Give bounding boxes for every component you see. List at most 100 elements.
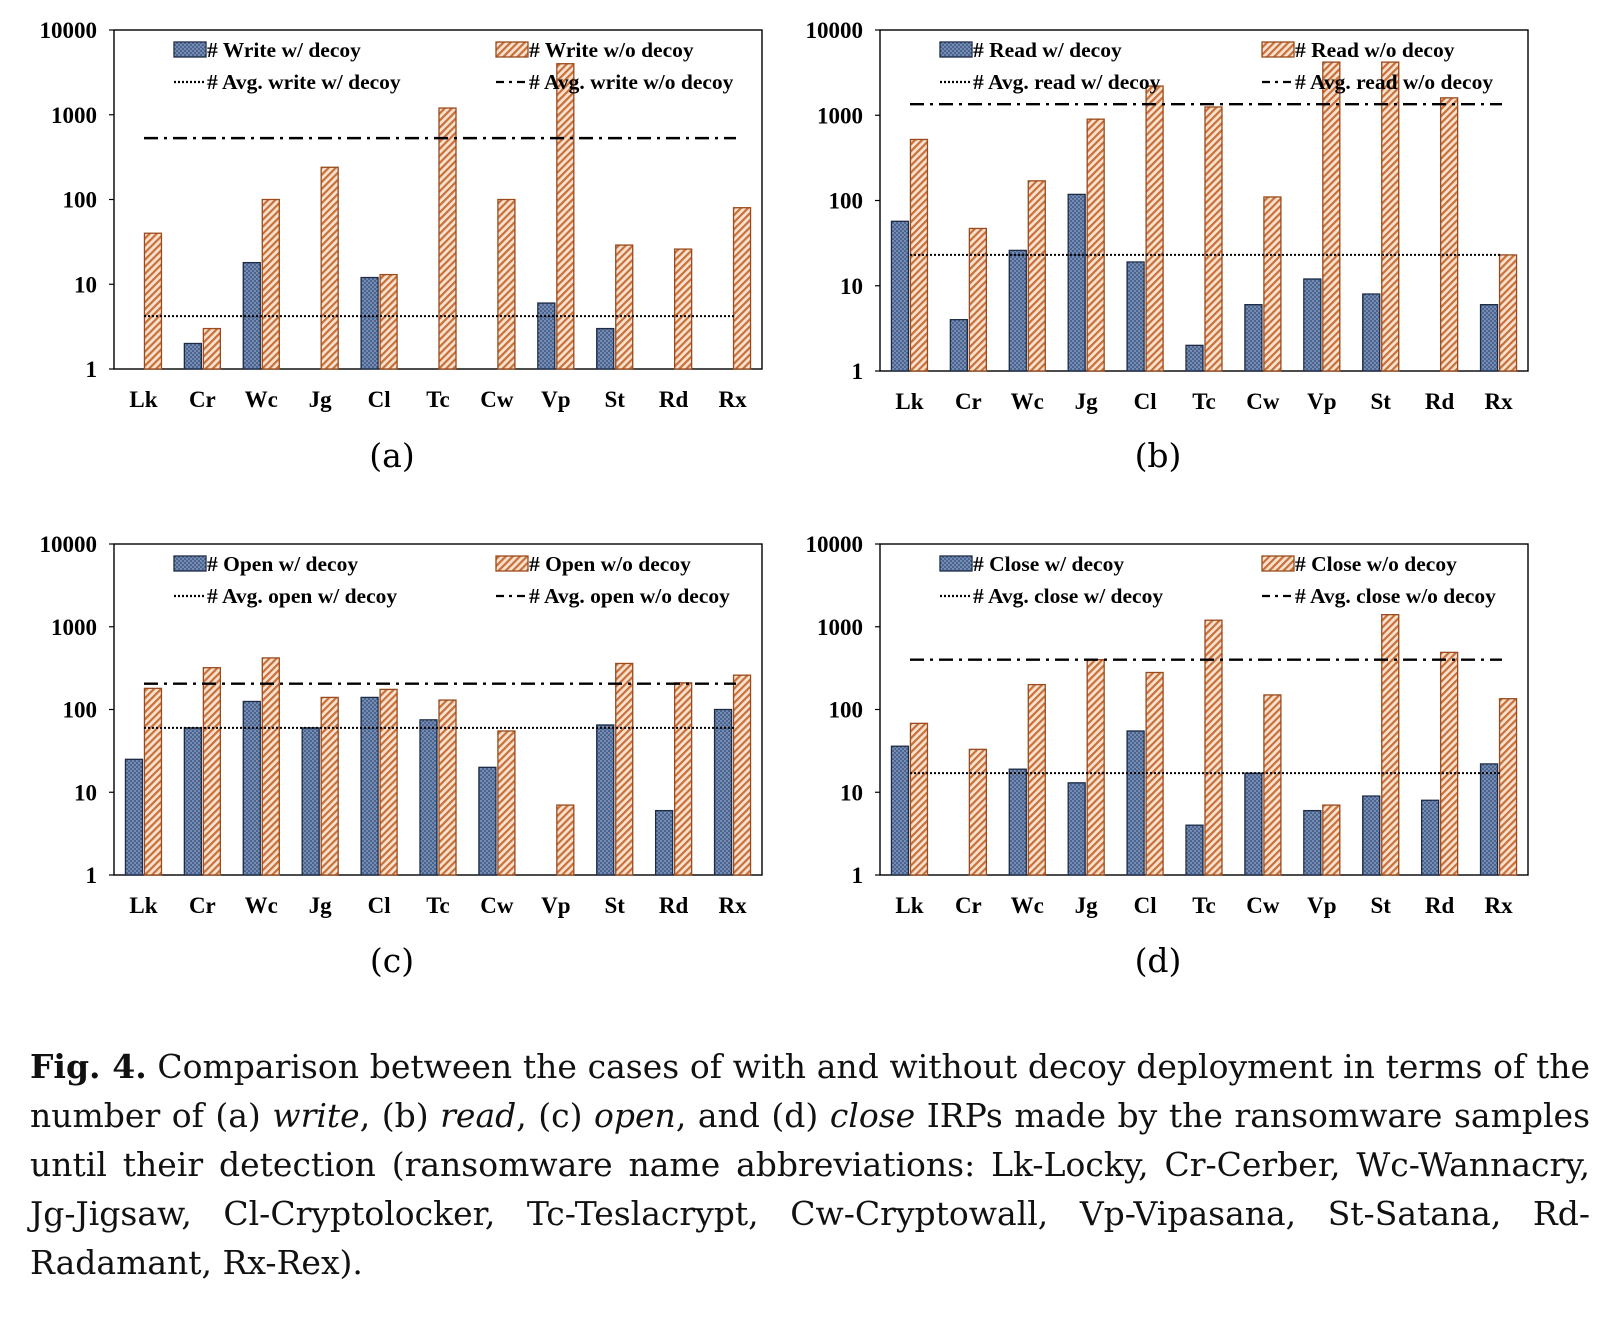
bar-with-decoy	[1008, 768, 1027, 876]
x-tick-label: Cw	[480, 893, 514, 918]
legend-swatch-without-decoy	[1261, 555, 1295, 572]
x-tick-label: Rd	[659, 387, 689, 412]
panel-label: (c)	[370, 941, 414, 980]
legend-entry-label: # Read w/o decoy	[1295, 38, 1455, 62]
bar-without-decoy	[556, 804, 575, 876]
bar-without-decoy	[143, 687, 163, 876]
bar-without-decoy	[497, 198, 516, 370]
x-tick-label: Rx	[718, 387, 747, 412]
x-tick-label: St	[1371, 893, 1392, 918]
caption-italic-term: close	[829, 1096, 916, 1135]
x-tick-label: Cr	[955, 389, 982, 414]
x-tick-label: Lk	[895, 389, 923, 414]
bar-without-decoy	[1381, 61, 1400, 372]
legend-swatch-with-decoy	[939, 41, 973, 58]
chart-panel: 1 10 100 1000 10000 Lk Cr Wc Jg Cl Tc Cw Vp St Rd Rx # W…	[40, 18, 763, 475]
bar-with-decoy	[1008, 249, 1027, 372]
bar-without-decoy	[1145, 85, 1164, 372]
bar-with-decoy	[419, 719, 438, 876]
bar-without-decoy	[1498, 698, 1518, 876]
y-tick-label: 1	[86, 863, 98, 888]
legend-entry-label: # Open w/o decoy	[529, 552, 691, 576]
bar-with-decoy	[1126, 261, 1145, 372]
bar-without-decoy	[320, 696, 339, 876]
caption-italic-term: read	[440, 1096, 517, 1135]
x-tick-label: Cl	[368, 387, 391, 412]
bar-without-decoy	[1263, 694, 1282, 876]
caption-text-run: , (c)	[516, 1096, 595, 1135]
bar-with-decoy	[183, 342, 203, 370]
x-tick-label: Cw	[1246, 389, 1280, 414]
caption-italic-term: open	[594, 1096, 676, 1135]
y-tick-label: 100	[63, 188, 98, 213]
legend-swatch-without-decoy	[1261, 41, 1295, 58]
panel-label: (a)	[369, 436, 414, 475]
bar-with-decoy	[1126, 730, 1145, 876]
legend-swatch-with-decoy	[173, 41, 207, 58]
x-tick-label: Rx	[1484, 389, 1513, 414]
x-tick-label: Wc	[245, 893, 278, 918]
figure-caption: Fig. 4. Comparison between the cases of …	[30, 1042, 1590, 1287]
bar-with-decoy	[1362, 293, 1381, 372]
bar-with-decoy	[360, 276, 379, 370]
bar-without-decoy	[909, 722, 929, 876]
y-tick-label: 10000	[806, 18, 864, 43]
bar-without-decoy	[261, 198, 280, 370]
legend-entry-label: # Read w/ decoy	[973, 38, 1122, 62]
x-tick-label: Vp	[541, 893, 570, 918]
bar-without-decoy	[1381, 614, 1400, 876]
bar-without-decoy	[615, 662, 634, 876]
bar-without-decoy	[1263, 196, 1282, 372]
y-tick-label: 1	[86, 357, 98, 382]
bar-without-decoy	[1027, 180, 1046, 372]
y-tick-label: 10	[840, 274, 863, 299]
bar-with-decoy	[596, 327, 615, 370]
x-tick-label: Rx	[718, 893, 747, 918]
x-tick-label: St	[1371, 389, 1392, 414]
x-tick-label: Cr	[189, 893, 216, 918]
bar-with-decoy	[713, 708, 733, 876]
panel-label: (b)	[1135, 436, 1182, 475]
bar-without-decoy	[968, 748, 988, 876]
bar-without-decoy	[1322, 804, 1341, 876]
legend-entry-label: # Avg. open w/o decoy	[529, 584, 730, 608]
caption-label: Fig. 4.	[30, 1047, 147, 1086]
x-tick-label: Cl	[1134, 893, 1157, 918]
bar-with-decoy	[1244, 304, 1263, 372]
legend-entry-label: # Avg. read w/ decoy	[973, 70, 1161, 94]
x-tick-label: Jg	[309, 893, 333, 918]
x-tick-label: Vp	[1307, 893, 1336, 918]
bar-with-decoy	[537, 302, 556, 370]
y-tick-label: 100	[829, 698, 864, 723]
bar-without-decoy	[1498, 254, 1518, 372]
bar-with-decoy	[1185, 824, 1204, 876]
bar-without-decoy	[732, 207, 752, 370]
legend-entry-label: # Write w/ decoy	[207, 38, 361, 62]
x-tick-label: Cw	[1246, 893, 1280, 918]
x-tick-label: Jg	[1075, 389, 1099, 414]
chart-panel: 1 10 100 1000 10000 Lk Cr Wc Jg Cl Tc Cw Vp St Rd Rx # C…	[806, 532, 1529, 980]
x-tick-label: Lk	[129, 387, 157, 412]
bar-without-decoy	[320, 166, 339, 370]
y-tick-label: 10	[74, 272, 97, 297]
x-tick-label: Vp	[541, 387, 570, 412]
bar-without-decoy	[1439, 651, 1459, 876]
x-tick-label: Jg	[309, 387, 333, 412]
bar-without-decoy	[261, 657, 280, 876]
x-tick-label: Rd	[1425, 893, 1455, 918]
bar-without-decoy	[1086, 118, 1105, 372]
bar-without-decoy	[143, 232, 163, 370]
legend-entry-label: # Avg. write w/o decoy	[529, 70, 734, 94]
bar-with-decoy	[360, 696, 379, 876]
x-tick-label: Wc	[245, 387, 278, 412]
bar-with-decoy	[1479, 304, 1499, 372]
x-tick-label: Cw	[480, 387, 514, 412]
bar-without-decoy	[497, 730, 516, 876]
bar-without-decoy	[438, 699, 457, 876]
y-tick-label: 1000	[817, 615, 863, 640]
legend-entry-label: # Avg. close w/ decoy	[973, 584, 1163, 608]
x-tick-label: St	[605, 387, 626, 412]
bar-with-decoy	[1303, 809, 1322, 876]
x-tick-label: Cl	[1134, 389, 1157, 414]
bar-without-decoy	[732, 674, 752, 876]
